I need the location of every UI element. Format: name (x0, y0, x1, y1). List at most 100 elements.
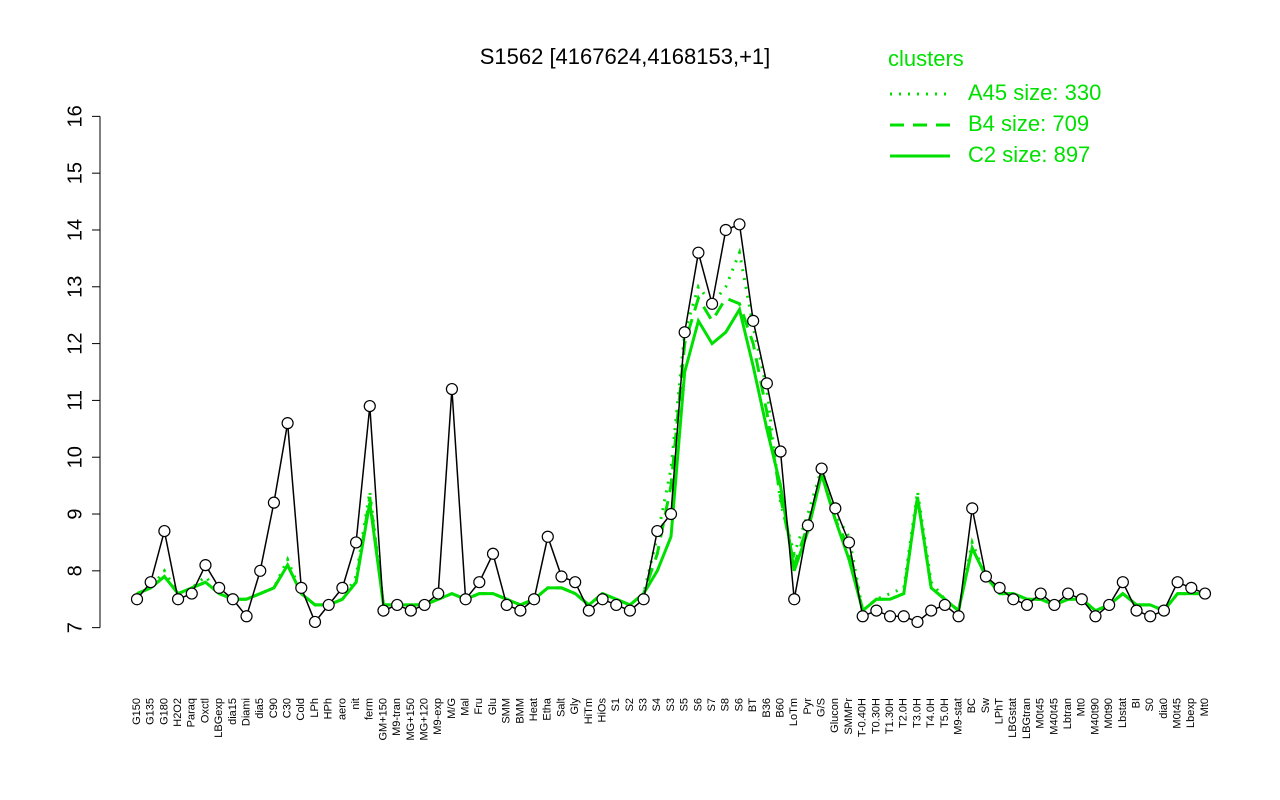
x-tick-label: ferm (364, 698, 376, 720)
x-tick-label: S1 (610, 698, 622, 711)
point (363, 399, 376, 413)
x-tick-label: M9-stat (952, 698, 964, 735)
x-tick-label: S8 (720, 698, 732, 711)
legend-label: A45 size: 330 (968, 80, 1101, 105)
point (1130, 604, 1143, 617)
point (938, 598, 951, 612)
point (596, 593, 609, 606)
point (555, 570, 568, 583)
legend-title: clusters (888, 46, 964, 71)
point (432, 587, 445, 600)
y-tick-label: 7 (64, 622, 86, 633)
x-tick-label: T0.30H (870, 698, 882, 734)
x-tick-label: T4.0H (925, 698, 937, 728)
x-tick-label: Lbtran (1062, 698, 1074, 729)
x-tick-label: M0t90 (1103, 698, 1115, 729)
x-tick-label: dia15 (227, 698, 239, 725)
point (404, 604, 417, 617)
x-tick-label: G180 (158, 698, 170, 725)
x-tick-label: MG+120 (418, 698, 430, 741)
point (226, 593, 239, 606)
point (664, 507, 678, 521)
point (308, 615, 322, 629)
x-tick-label: H2O2 (172, 698, 184, 727)
point (979, 570, 993, 583)
x-tick-label: dia0 (1158, 698, 1170, 719)
point (1185, 581, 1198, 594)
x-tick-label: S2 (624, 698, 636, 711)
point (1020, 598, 1034, 612)
y-tick-label: 12 (64, 332, 86, 354)
point (514, 604, 527, 617)
point (1034, 587, 1047, 600)
point (692, 246, 705, 259)
point (158, 524, 171, 538)
x-tick-label: Glucon (829, 698, 841, 733)
x-tick-label: LPh (309, 698, 321, 718)
x-tick-label: Diami (240, 698, 252, 726)
x-tick-label: S6 (733, 698, 745, 711)
point (569, 576, 582, 589)
y-tick-label: 11 (64, 390, 86, 411)
x-tick-label: MG+150 (405, 698, 417, 741)
point (733, 218, 746, 231)
point (1048, 598, 1061, 612)
point (870, 604, 883, 617)
x-tick-label: Mal (460, 698, 472, 716)
x-tick-label: M/G (446, 698, 458, 719)
point (1061, 587, 1075, 600)
point (1116, 576, 1129, 589)
point (1198, 587, 1212, 600)
x-tick-label: Sw (980, 698, 992, 713)
x-tick-label: Pyr (802, 698, 814, 715)
y-tick-label: 14 (64, 219, 86, 241)
point (391, 598, 404, 612)
y-tick-label: 9 (64, 508, 86, 519)
point (774, 445, 787, 458)
point (1171, 576, 1184, 589)
x-tick-label: Paraq (186, 698, 198, 727)
point (240, 610, 253, 623)
x-tick-label: S0 (1144, 698, 1156, 711)
x-tick-label: LBGexp (213, 698, 225, 738)
x-tick-label: Heat (528, 698, 540, 721)
x-tick-label: Lbexp (1185, 698, 1197, 728)
point (1157, 604, 1171, 617)
point (199, 559, 212, 572)
x-tick-label: BC (966, 698, 978, 713)
point (1075, 593, 1088, 606)
x-tick-label: Oxctl (199, 698, 211, 723)
x-tick-label: M9-exp (432, 698, 444, 735)
point (966, 502, 979, 515)
expression-line (136, 223, 1206, 624)
cluster-line (136, 247, 1205, 614)
point (911, 615, 924, 629)
x-tick-label: Fru (473, 698, 485, 715)
x-tick-label: aero (336, 698, 348, 720)
point (1007, 593, 1020, 606)
x-tick-label: BT (747, 698, 759, 712)
point (760, 377, 773, 390)
x-tick-label: M40t45 (1048, 698, 1060, 735)
y-tick-label: 8 (64, 565, 86, 576)
point (527, 593, 541, 606)
x-tick-label: SMMPr (843, 698, 855, 735)
x-tick-label: GM+150 (377, 698, 389, 741)
x-tick-label: LBGtran (1021, 698, 1033, 739)
x-tick-label: Glu (487, 698, 499, 715)
legend-label: C2 size: 897 (968, 142, 1090, 167)
x-tick-label: S5 (679, 698, 691, 711)
point (541, 530, 554, 543)
point (829, 502, 842, 515)
point (788, 593, 801, 606)
point (678, 326, 691, 339)
x-tick-label: M9-tran (391, 698, 403, 736)
point (801, 519, 815, 532)
x-tick-label: B36 (761, 698, 773, 718)
x-tick-label: T5.0H (939, 698, 951, 728)
point (925, 604, 938, 617)
point (281, 417, 294, 430)
point (130, 593, 144, 606)
x-tick-label: T-0.40H (857, 698, 869, 737)
x-tick-label: S7 (706, 698, 718, 711)
